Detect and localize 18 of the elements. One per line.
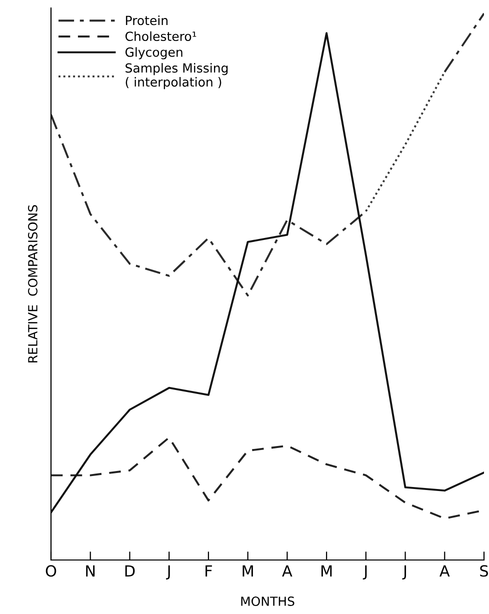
x-tick-label: J	[362, 565, 367, 580]
legend-label: Protein	[126, 16, 168, 26]
x-tick-label: S	[480, 565, 488, 577]
y-axis-title: RELATIVE COMPARISONS	[28, 205, 38, 362]
x-tick-label: D	[125, 565, 135, 576]
x-axis-title: MONTHS	[241, 596, 294, 606]
legend-label: Cholestero¹	[125, 31, 196, 42]
x-tick-label: J	[166, 565, 170, 580]
x-tick-label: F	[206, 565, 212, 576]
x-tick-label: N	[86, 565, 95, 576]
x-tick-label: J	[402, 565, 406, 580]
legend-label: Glycogen	[125, 47, 182, 60]
legend-label: Samples Missing ( interpolation )	[126, 63, 228, 90]
x-tick-label: A	[282, 565, 292, 576]
x-tick-label: A	[440, 565, 450, 576]
x-tick-label: M	[321, 565, 332, 576]
x-tick-label: M	[242, 565, 253, 576]
x-tick-label: O	[46, 565, 56, 577]
